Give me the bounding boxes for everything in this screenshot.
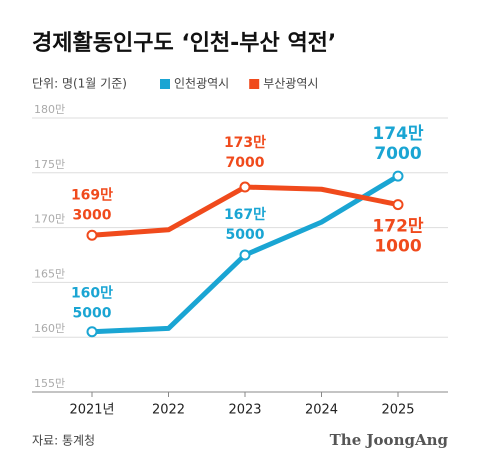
point	[239, 181, 251, 193]
point	[392, 170, 404, 182]
legend-label: 인천광역시	[174, 76, 229, 91]
value-label: 172만	[372, 217, 423, 237]
legend-swatch	[160, 79, 170, 89]
y-tick-label: 175만	[34, 158, 65, 171]
value-label: 174만	[372, 124, 423, 144]
y-tick-label: 180만	[34, 103, 65, 116]
point	[86, 229, 98, 241]
y-tick-label: 165만	[34, 267, 65, 280]
value-label: 167만	[224, 207, 266, 223]
y-tick-label: 155만	[34, 377, 65, 390]
x-tick-label: 2024	[305, 403, 338, 418]
value-label: 3000	[73, 207, 112, 223]
value-label: 160만	[71, 286, 113, 302]
y-tick-label: 160만	[34, 322, 65, 335]
value-label: 1000	[374, 237, 421, 257]
unit: 단위: 명(1월 기준)	[32, 77, 127, 91]
value-label: 173만	[224, 135, 266, 151]
value-label: 7000	[226, 155, 265, 171]
value-label: 7000	[374, 144, 421, 164]
source: 자료: 통계청	[32, 434, 95, 448]
legend-label: 부산광역시	[263, 77, 318, 91]
x-tick-label: 2022	[152, 403, 185, 418]
x-tick-label: 2021년	[69, 403, 114, 418]
x-tick-label: 2023	[228, 403, 261, 418]
point	[392, 199, 404, 211]
chart-title: 경제활동인구도 ‘인천-부산 역전’	[32, 31, 336, 56]
legend-swatch	[249, 79, 260, 89]
value-label: 169만	[71, 187, 113, 203]
point	[86, 326, 98, 338]
value-label: 5000	[73, 306, 112, 322]
value-label: 5000	[226, 227, 265, 243]
y-tick-label: 170만	[34, 213, 65, 226]
x-tick-label: 2025	[381, 403, 414, 418]
brand: The JoongAng	[330, 431, 449, 449]
point	[239, 249, 251, 261]
